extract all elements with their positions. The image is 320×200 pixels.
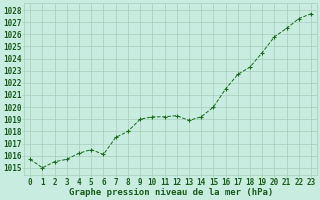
X-axis label: Graphe pression niveau de la mer (hPa): Graphe pression niveau de la mer (hPa) (68, 188, 273, 197)
